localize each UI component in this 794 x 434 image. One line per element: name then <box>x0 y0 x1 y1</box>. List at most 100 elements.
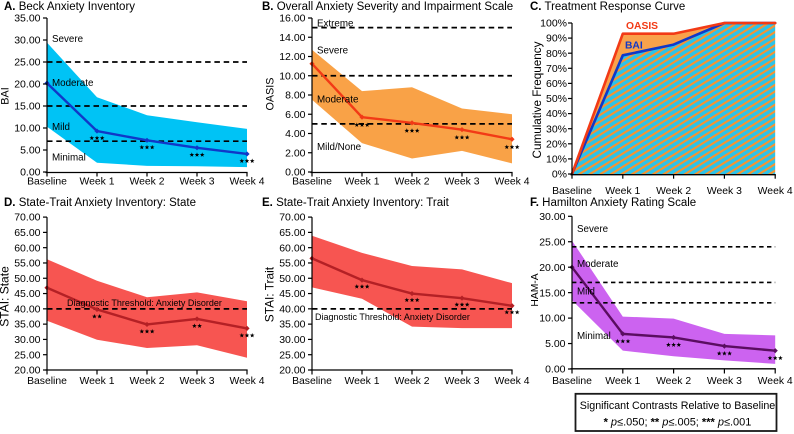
svg-text:12.00: 12.00 <box>279 51 305 63</box>
svg-text:50.00: 50.00 <box>279 273 305 285</box>
svg-text:Significant Contrasts Relative: Significant Contrasts Relative to Baseli… <box>580 400 775 412</box>
svg-text:60.00: 60.00 <box>14 242 40 254</box>
svg-text:70.00: 70.00 <box>279 212 305 224</box>
svg-text:B. Overall Anxiety Severity an: B. Overall Anxiety Severity and Impairme… <box>262 1 513 13</box>
svg-text:Mild: Mild <box>52 122 70 133</box>
svg-text:Mild: Mild <box>577 287 595 298</box>
svg-text:Week 1: Week 1 <box>79 376 114 387</box>
svg-text:4.00: 4.00 <box>285 128 306 140</box>
svg-text:50.00: 50.00 <box>14 273 40 285</box>
svg-text:14.00: 14.00 <box>279 32 305 44</box>
svg-text:STAI: Trait: STAI: Trait <box>263 266 277 322</box>
svg-text:6.00: 6.00 <box>285 109 306 121</box>
svg-text:Week 4: Week 4 <box>229 177 264 188</box>
svg-text:40%: 40% <box>546 108 567 120</box>
svg-text:Week 2: Week 2 <box>394 376 429 387</box>
svg-text:Baseline: Baseline <box>552 376 592 387</box>
svg-text:C. Treatment Response Curve: C. Treatment Response Curve <box>530 1 685 13</box>
svg-text:10.00: 10.00 <box>539 313 565 325</box>
svg-text:10%: 10% <box>546 154 567 166</box>
svg-text:Severe: Severe <box>52 34 84 45</box>
svg-text:Week 3: Week 3 <box>179 376 214 387</box>
svg-text:F. Hamilton Anxiety Rating Sca: F. Hamilton Anxiety Rating Scale <box>530 197 696 209</box>
svg-text:Baseline: Baseline <box>27 177 67 188</box>
svg-text:Moderate: Moderate <box>52 78 94 89</box>
svg-text:0.00: 0.00 <box>20 167 41 179</box>
svg-text:Moderate: Moderate <box>577 259 619 270</box>
svg-text:* p≤.050; ** p≤.005; *** p≤.00: * p≤.050; ** p≤.005; *** p≤.001 <box>604 416 752 428</box>
svg-text:Week 1: Week 1 <box>344 376 379 387</box>
svg-text:55.00: 55.00 <box>279 258 305 270</box>
svg-text:90%: 90% <box>546 33 567 45</box>
svg-text:Week 1: Week 1 <box>79 177 114 188</box>
svg-text:2.00: 2.00 <box>285 147 306 159</box>
svg-text:Week 4: Week 4 <box>229 376 264 387</box>
svg-text:35.00: 35.00 <box>14 319 40 331</box>
svg-text:25.00: 25.00 <box>14 349 40 361</box>
svg-text:8.00: 8.00 <box>285 90 306 102</box>
svg-text:20.00: 20.00 <box>14 365 40 377</box>
svg-text:Week 1: Week 1 <box>344 177 379 188</box>
svg-text:Cumulative Frequency: Cumulative Frequency <box>531 41 544 158</box>
svg-text:65.00: 65.00 <box>14 227 40 239</box>
svg-text:Mild/None: Mild/None <box>317 142 362 153</box>
svg-text:Week 4: Week 4 <box>758 186 793 197</box>
svg-text:40.00: 40.00 <box>279 303 305 315</box>
svg-text:35.00: 35.00 <box>14 13 40 25</box>
svg-text:A. Beck Anxiety Inventory: A. Beck Anxiety Inventory <box>4 1 135 13</box>
svg-text:Week 3: Week 3 <box>179 177 214 188</box>
svg-text:0.00: 0.00 <box>545 364 566 376</box>
svg-text:Diagnostic Threshold: Anxiety: Diagnostic Threshold: Anxiety Disorder <box>315 312 470 322</box>
svg-text:20.00: 20.00 <box>279 365 305 377</box>
svg-text:45.00: 45.00 <box>279 288 305 300</box>
svg-text:30.00: 30.00 <box>539 211 565 223</box>
svg-text:60%: 60% <box>546 78 567 90</box>
svg-text:45.00: 45.00 <box>14 288 40 300</box>
svg-text:0.00: 0.00 <box>285 167 306 179</box>
svg-text:Baseline: Baseline <box>292 376 332 387</box>
svg-text:10.00: 10.00 <box>279 70 305 82</box>
svg-text:Baseline: Baseline <box>292 177 332 188</box>
svg-text:25.00: 25.00 <box>14 57 40 69</box>
svg-text:OASIS: OASIS <box>626 21 658 32</box>
svg-text:Week 2: Week 2 <box>129 376 164 387</box>
svg-text:Week 3: Week 3 <box>707 186 742 197</box>
svg-text:Week 2: Week 2 <box>656 186 691 197</box>
svg-text:20.00: 20.00 <box>539 262 565 274</box>
svg-text:Baseline: Baseline <box>552 186 592 197</box>
svg-text:Minimal: Minimal <box>52 153 86 164</box>
svg-text:20.00: 20.00 <box>14 79 40 91</box>
svg-text:Week 3: Week 3 <box>707 376 742 387</box>
svg-text:65.00: 65.00 <box>279 227 305 239</box>
svg-text:10.00: 10.00 <box>14 123 40 135</box>
svg-text:40.00: 40.00 <box>14 303 40 315</box>
svg-text:50%: 50% <box>546 93 567 105</box>
svg-text:0%: 0% <box>552 169 567 181</box>
svg-text:16.00: 16.00 <box>279 13 305 25</box>
svg-text:15.00: 15.00 <box>539 287 565 299</box>
svg-text:25.00: 25.00 <box>539 236 565 248</box>
svg-text:20%: 20% <box>546 138 567 150</box>
svg-text:35.00: 35.00 <box>279 319 305 331</box>
svg-text:Week 2: Week 2 <box>394 177 429 188</box>
svg-text:Week 2: Week 2 <box>129 177 164 188</box>
svg-text:Severe: Severe <box>577 224 609 235</box>
svg-text:D. State-Trait Anxiety Invento: D. State-Trait Anxiety Inventory: State <box>4 197 196 209</box>
svg-text:100%: 100% <box>540 18 567 30</box>
svg-text:70%: 70% <box>546 63 567 75</box>
svg-text:Week 1: Week 1 <box>605 186 640 197</box>
svg-text:30.00: 30.00 <box>14 35 40 47</box>
svg-text:60.00: 60.00 <box>279 242 305 254</box>
svg-text:Moderate: Moderate <box>317 95 359 106</box>
svg-text:Week 1: Week 1 <box>605 376 640 387</box>
svg-text:Severe: Severe <box>317 46 349 57</box>
svg-text:OASIS: OASIS <box>265 77 277 110</box>
svg-text:STAI: State: STAI: State <box>0 266 12 327</box>
svg-text:80%: 80% <box>546 48 567 60</box>
svg-text:Week 2: Week 2 <box>656 376 691 387</box>
svg-text:BAI: BAI <box>0 87 12 104</box>
svg-text:Week 3: Week 3 <box>444 376 479 387</box>
svg-text:Minimal: Minimal <box>577 331 611 342</box>
svg-text:15.00: 15.00 <box>14 101 40 113</box>
svg-text:E. State-Trait Anxiety Invento: E. State-Trait Anxiety Inventory: Trait <box>262 197 450 209</box>
